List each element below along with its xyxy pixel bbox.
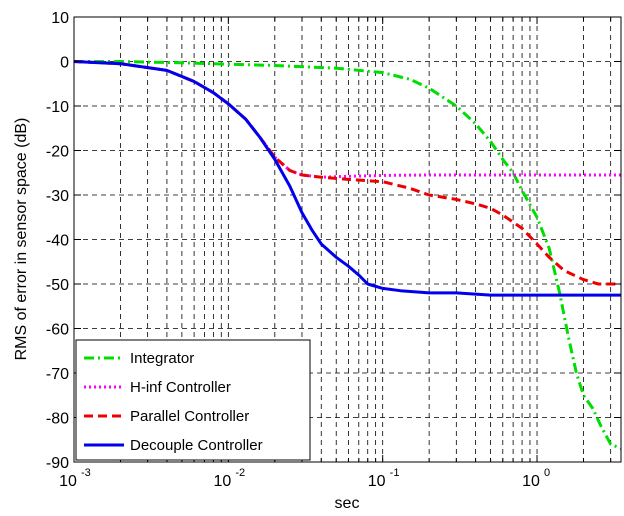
x-tick-label-exponent: -1 [390,467,400,479]
grid [73,16,621,463]
y-axis-label: RMS of error in sensor space (dB) [13,118,30,361]
series-layer [74,60,621,450]
y-tick-label: 0 [60,55,69,72]
x-tick-label: 10 [368,473,386,490]
series-line-h-inf-controller [74,60,621,179]
y-tick-label: -50 [46,277,69,294]
legend: Integrator H-inf Controller Parallel Contr… [75,339,311,461]
legend-label: H-inf Controller [130,379,231,396]
y-tick-label: -10 [46,99,69,116]
y-tick-label: 10 [51,10,69,27]
x-tick-label: 10 [59,473,77,490]
legend-label: Decouple Controller [130,437,263,454]
y-tick-label: -60 [46,322,69,339]
y-tick-label: -70 [46,366,69,383]
x-tick-label: 10 [522,473,540,490]
x-tick-label: 10 [213,473,231,490]
y-tick-label: -40 [46,233,69,250]
y-tick-label: -90 [46,455,69,472]
legend-box [75,339,311,461]
x-tick-label-exponent: -3 [81,467,91,479]
y-tick-label: -30 [46,188,69,205]
legend-label: Integrator [130,350,194,367]
x-tick-label-exponent: -2 [235,467,245,479]
x-axis-label: sec [335,495,360,512]
y-tick-label: -20 [46,144,69,161]
x-tick-label-exponent: 0 [544,467,550,479]
y-tick-label: -80 [46,411,69,428]
legend-label: Parallel Controller [130,408,249,425]
series-line-integrator [74,60,621,450]
series-line-decouple-controller [74,60,621,297]
